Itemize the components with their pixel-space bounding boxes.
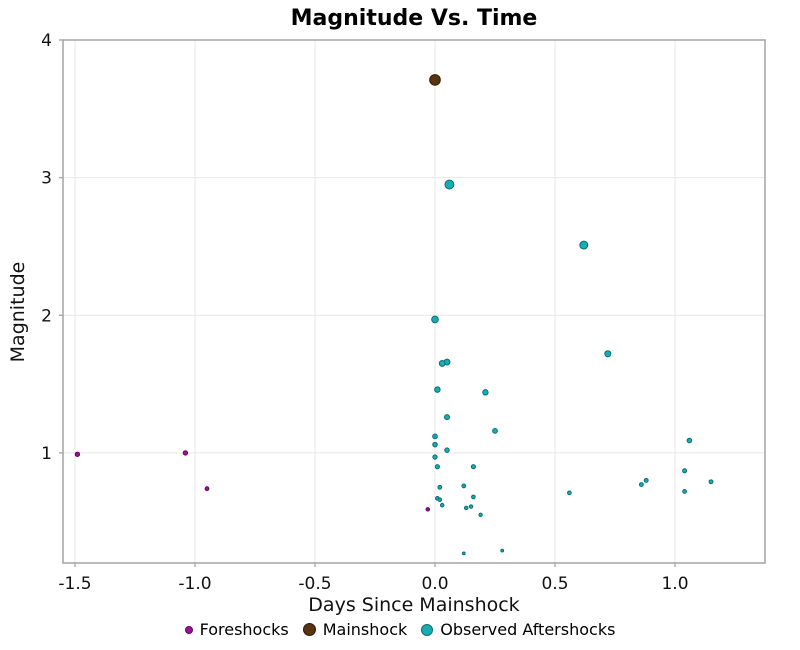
data-point-observed-aftershocks — [438, 359, 446, 367]
legend-item-aftershocks: Observed Aftershocks — [421, 620, 615, 639]
legend-item-foreshocks: Foreshocks — [184, 620, 289, 639]
y-tick-label: 2 — [41, 306, 52, 326]
y-axis-label: Magnitude — [7, 261, 29, 363]
data-point-observed-aftershocks — [461, 551, 466, 556]
data-point-observed-aftershocks — [444, 447, 450, 453]
data-point-observed-aftershocks — [432, 433, 438, 440]
data-point-observed-aftershocks — [579, 240, 589, 250]
data-point-observed-aftershocks — [492, 427, 498, 434]
data-point-observed-aftershocks — [439, 502, 445, 508]
data-point-observed-aftershocks — [604, 350, 612, 358]
data-point-observed-aftershocks — [478, 512, 483, 518]
data-point-observed-aftershocks — [471, 494, 476, 500]
data-point-observed-aftershocks — [708, 479, 714, 485]
x-tick-label: -0.5 — [298, 574, 331, 594]
data-point-observed-aftershocks — [461, 483, 467, 489]
data-point-observed-aftershocks — [500, 548, 505, 553]
data-point-foreshocks — [204, 486, 210, 492]
data-point-observed-aftershocks — [638, 482, 644, 487]
y-tick-label: 4 — [41, 31, 52, 51]
y-tick-label: 3 — [41, 169, 52, 189]
mainshock-marker-icon — [302, 623, 316, 636]
data-point-observed-aftershocks — [434, 464, 440, 470]
x-axis-label: Days Since Mainshock — [308, 594, 520, 616]
x-tick-label: 0.0 — [421, 574, 448, 594]
x-tick-label: 0.5 — [541, 574, 568, 594]
data-point-observed-aftershocks — [431, 315, 439, 324]
x-tick-label: -1.5 — [58, 574, 91, 594]
data-point-observed-aftershocks — [482, 389, 489, 396]
x-tick-label: -1.0 — [178, 574, 211, 594]
data-point-observed-aftershocks — [444, 414, 450, 421]
plot-panel-border — [62, 39, 766, 564]
data-point-observed-aftershocks — [437, 484, 443, 490]
data-point-mainshock — [429, 74, 441, 86]
aftershocks-marker-icon — [421, 623, 434, 636]
data-point-observed-aftershocks — [468, 504, 474, 509]
x-tick-label: 1.0 — [661, 574, 688, 594]
data-point-observed-aftershocks — [434, 386, 441, 393]
data-point-foreshocks — [182, 450, 189, 456]
data-point-observed-aftershocks — [470, 464, 476, 470]
data-point-observed-aftershocks — [643, 477, 649, 483]
data-point-observed-aftershocks — [432, 454, 438, 460]
legend: Foreshocks Mainshock Observed Aftershock… — [0, 620, 800, 639]
foreshocks-marker-icon — [184, 625, 193, 634]
data-point-observed-aftershocks — [437, 497, 443, 502]
data-point-observed-aftershocks — [686, 437, 693, 444]
y-tick-label: 1 — [41, 444, 52, 464]
legend-label-foreshocks: Foreshocks — [199, 620, 289, 639]
legend-label-mainshock: Mainshock — [322, 620, 408, 639]
data-point-observed-aftershocks — [567, 490, 572, 496]
data-point-observed-aftershocks — [463, 505, 469, 511]
data-point-observed-aftershocks — [444, 179, 455, 190]
data-point-observed-aftershocks — [682, 489, 687, 494]
legend-label-aftershocks: Observed Aftershocks — [440, 620, 616, 639]
data-point-observed-aftershocks — [682, 468, 688, 474]
data-point-observed-aftershocks — [432, 441, 438, 448]
legend-item-mainshock: Mainshock — [302, 620, 408, 639]
data-point-foreshocks — [425, 507, 431, 512]
chart-title: Magnitude Vs. Time — [290, 6, 538, 31]
data-point-foreshocks — [74, 451, 81, 457]
